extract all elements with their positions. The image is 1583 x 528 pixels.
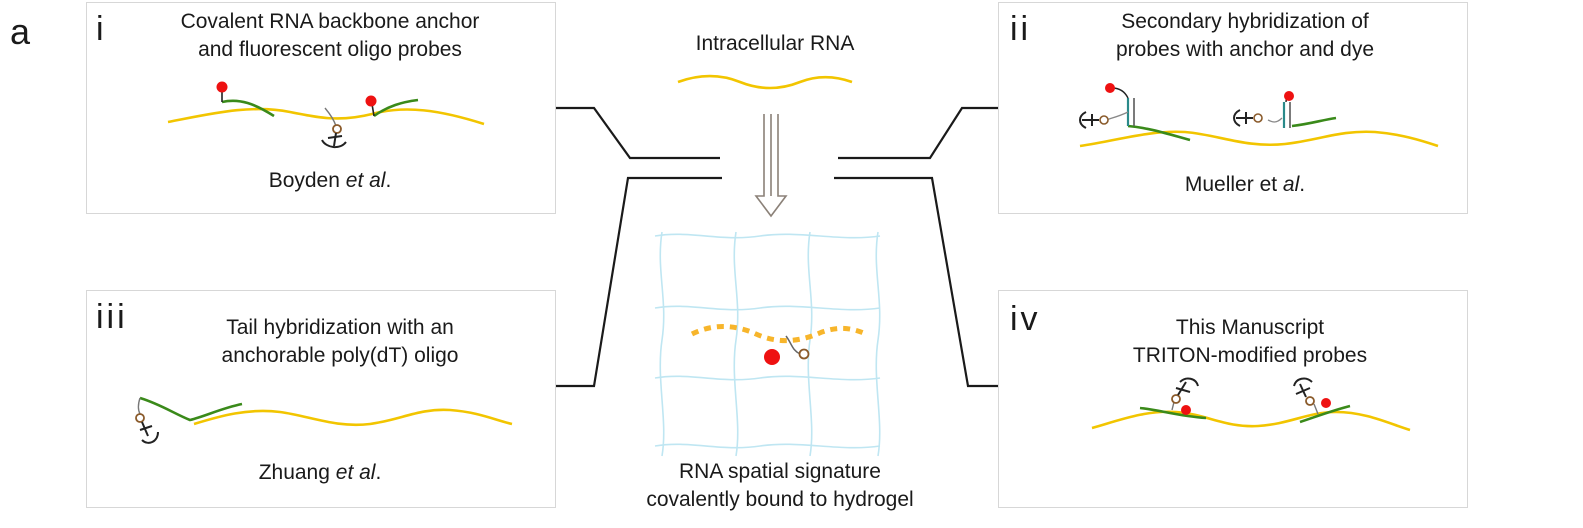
panel-ii-author-end: . — [1299, 173, 1306, 196]
panel-i-author: Boyden et al. — [110, 168, 550, 194]
panel-i-title-line1: Covalent RNA backbone anchor — [180, 10, 480, 33]
connector-i — [556, 106, 720, 160]
panel-ii-title: Secondary hybridization of probes with a… — [1030, 8, 1460, 64]
panel-iii — [86, 290, 556, 508]
panel-iii-title-line1: Tail hybridization with an — [226, 316, 454, 339]
panel-i-illustration — [167, 81, 485, 148]
panel-i-author-name: Boyden — [268, 169, 340, 192]
panel-iii-title: Tail hybridization with an anchorable po… — [130, 314, 550, 370]
panel-iv-title: This Manuscript TRITON-modified probes — [1040, 314, 1460, 370]
down-arrow — [754, 114, 788, 218]
panel-ii-illustration — [1079, 83, 1439, 148]
center-bottom-label-line2: covalently bound to hydrogel — [646, 488, 914, 511]
panel-iii-author-name: Zhuang — [258, 461, 330, 484]
panel-iii-title-line2: anchorable poly(dT) oligo — [221, 344, 459, 367]
panel-i-title: Covalent RNA backbone anchor and fluores… — [110, 8, 550, 64]
panel-ii-author: Mueller et al. — [1030, 172, 1460, 198]
panel-ii-author-name: Mueller et — [1184, 173, 1278, 196]
hydrogel-mesh — [654, 231, 881, 457]
panel-iii-numeral: iii — [96, 298, 128, 336]
panel-ii-title-line1: Secondary hybridization of — [1121, 10, 1369, 33]
panel-iv-numeral: iv — [1010, 300, 1041, 338]
panel-ii — [998, 2, 1468, 214]
figure-letter: a — [10, 11, 31, 52]
connector-lines — [556, 106, 998, 388]
gel-dye-anchor — [764, 335, 810, 365]
panel-iii-author-etal: et al — [335, 461, 376, 484]
panel-iv — [998, 290, 1468, 508]
panel-iii-author: Zhuang et al. — [110, 460, 530, 486]
panel-ii-title-line2: probes with anchor and dye — [1116, 38, 1374, 61]
center-top-label: Intracellular RNA — [695, 32, 855, 55]
panel-iii-author-end: . — [375, 461, 382, 484]
panel-ii-author-etal: al — [1282, 173, 1300, 196]
panel-iv-title-line2: TRITON-modified probes — [1132, 344, 1368, 367]
panel-iii-illustration — [135, 396, 513, 444]
panel-ii-numeral: ii — [1010, 10, 1032, 48]
panel-i — [86, 2, 556, 214]
center-rna-strand — [677, 74, 853, 90]
panel-i-author-etal: et al — [345, 169, 386, 192]
panel-iv-illustration — [1091, 377, 1411, 432]
connector-iii — [556, 176, 722, 388]
panel-i-title-line2: and fluorescent oligo probes — [198, 38, 462, 61]
panel-i-numeral: i — [96, 10, 107, 48]
connector-iv — [834, 176, 998, 388]
center-bottom-label-line1: RNA spatial signature — [679, 460, 881, 483]
gel-rna-strand — [690, 324, 867, 344]
panel-iv-title-line1: This Manuscript — [1175, 316, 1325, 339]
panel-i-author-end: . — [385, 169, 392, 192]
connector-ii — [838, 106, 998, 160]
center-bottom-label: RNA spatial signature covalently bound t… — [590, 458, 970, 514]
